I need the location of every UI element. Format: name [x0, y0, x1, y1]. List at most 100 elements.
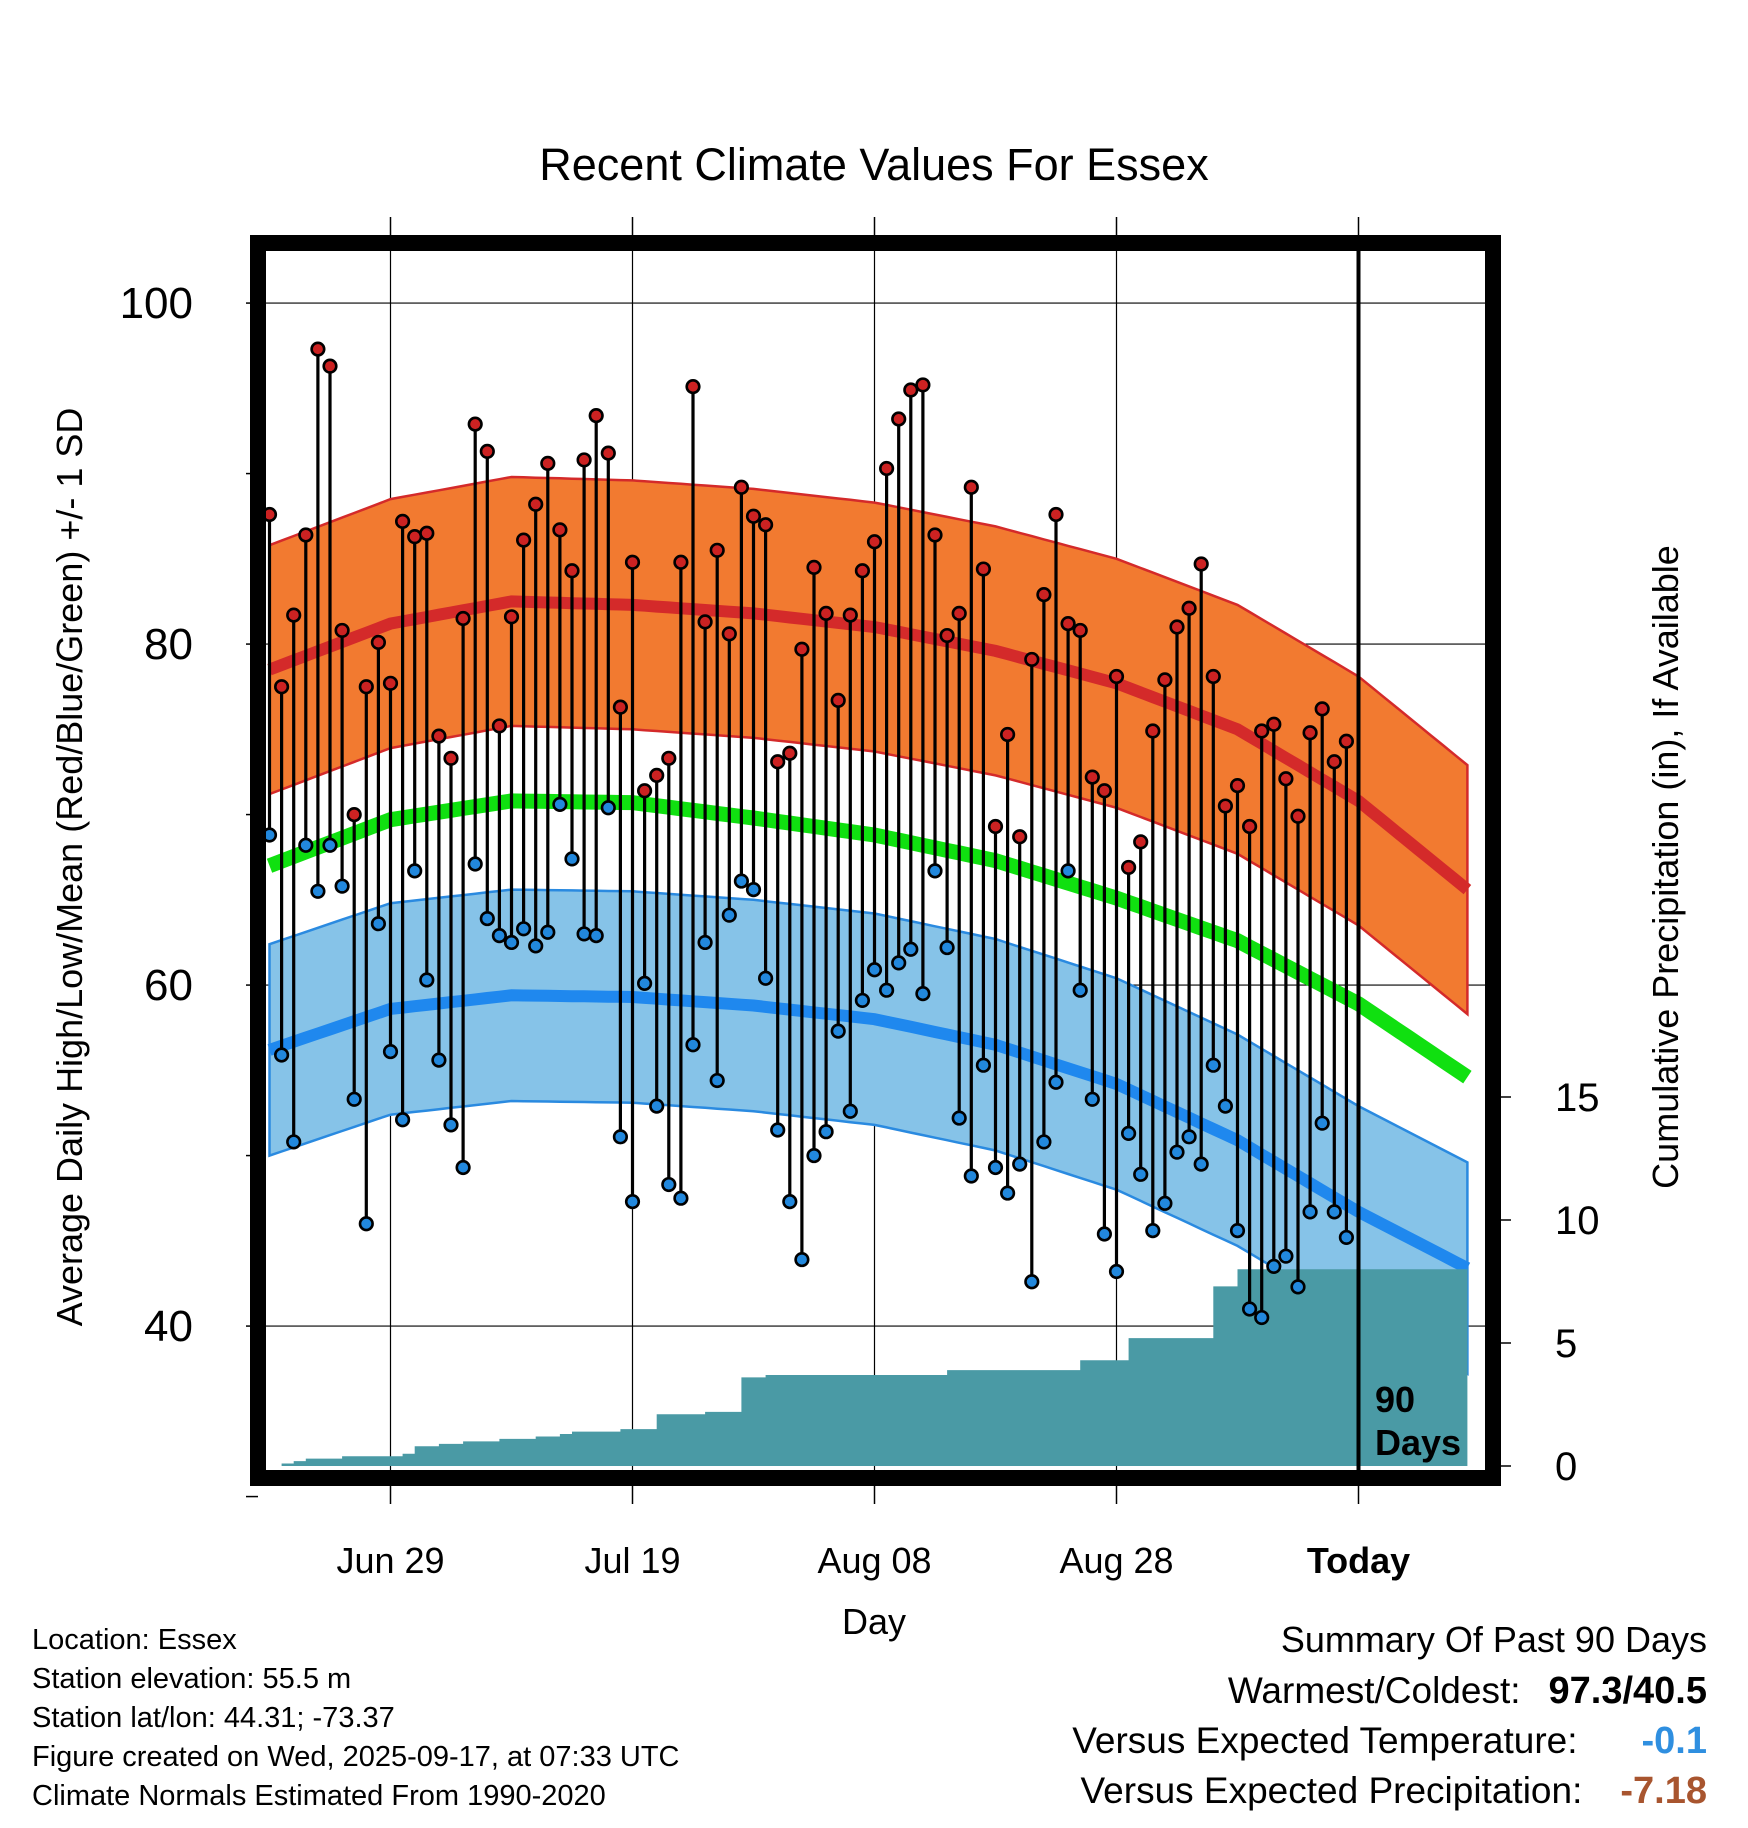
low-point-day-1: [274, 1047, 290, 1063]
low-point-day-61: [999, 1185, 1016, 1201]
low-point-day-64: [1036, 1134, 1052, 1150]
low-point-day-80: [1229, 1222, 1246, 1239]
high-point-day-58: [963, 479, 979, 495]
elevation-text: Station elevation: 55.5 m: [32, 1663, 352, 1695]
y2-tick-label-5: 5: [1555, 1322, 1577, 1366]
low-point-day-48: [842, 1103, 858, 1119]
low-point-day-75: [1169, 1144, 1185, 1160]
low-point-day-56: [939, 939, 955, 956]
low-point-day-35: [685, 1037, 701, 1053]
cumulative-precip-area: [269, 1269, 1468, 1466]
high-point-day-1: [274, 679, 290, 695]
low-point-day-44: [794, 1251, 810, 1268]
low-point-day-9: [370, 916, 387, 932]
low-point-day-17: [467, 856, 483, 872]
normal-bands: [266, 475, 1472, 1376]
precip-diff-value: -7.18: [1620, 1770, 1707, 1812]
low-point-day-3: [298, 837, 314, 853]
high-point-day-56: [939, 627, 955, 644]
high-point-day-54: [915, 377, 931, 393]
high-point-day-12: [407, 529, 423, 545]
low-point-day-85: [1290, 1279, 1306, 1295]
high-point-day-81: [1241, 818, 1258, 835]
high-point-day-13: [419, 525, 435, 541]
high-point-day-42: [770, 754, 786, 770]
low-point-day-33: [661, 1176, 677, 1193]
high-point-day-60: [987, 818, 1004, 835]
y2-tick-label-0: 0: [1555, 1445, 1577, 1489]
low-point-day-51: [878, 982, 895, 998]
created-text: Figure created on Wed, 2025-09-17, at 07…: [32, 1741, 680, 1773]
low-point-day-28: [600, 800, 616, 816]
low-point-day-82: [1254, 1309, 1270, 1326]
high-point-day-71: [1120, 859, 1137, 876]
high-point-day-88: [1326, 754, 1342, 770]
low-point-day-55: [927, 863, 943, 879]
high-point-day-29: [612, 699, 629, 715]
low-point-day-15: [443, 1117, 459, 1133]
high-point-day-20: [503, 609, 520, 625]
precip-diff-label: Versus Expected Precipitation:: [1080, 1770, 1583, 1811]
normals-note-text: Climate Normals Estimated From 1990-2020: [32, 1780, 606, 1812]
high-point-day-26: [576, 452, 592, 468]
low-point-day-47: [830, 1023, 846, 1039]
low-point-day-38: [721, 907, 737, 923]
low-point-day-25: [564, 851, 580, 867]
low-point-day-20: [503, 934, 520, 951]
low-point-day-70: [1108, 1263, 1125, 1280]
low-point-day-14: [431, 1052, 447, 1068]
low-point-day-81: [1241, 1301, 1258, 1317]
low-point-day-26: [576, 926, 592, 942]
low-point-day-74: [1157, 1195, 1173, 1211]
high-point-day-35: [685, 379, 701, 395]
high-point-day-14: [431, 728, 447, 744]
high-point-day-46: [818, 605, 834, 621]
high-point-day-75: [1169, 619, 1185, 635]
high-point-day-24: [552, 522, 568, 538]
high-point-day-33: [661, 750, 677, 766]
low-point-day-30: [624, 1194, 641, 1210]
low-point-day-60: [987, 1159, 1004, 1176]
low-point-day-73: [1145, 1222, 1161, 1239]
x-tick-label-2: Aug 08: [817, 1540, 931, 1581]
high-point-day-61: [999, 726, 1016, 743]
y-axis-label: Average Daily High/Low/Mean (Red/Blue/Gr…: [49, 408, 90, 1327]
low-point-day-36: [697, 934, 713, 951]
high-point-day-68: [1084, 769, 1100, 785]
high-point-day-18: [479, 443, 495, 460]
high-point-day-15: [443, 750, 459, 766]
high-point-day-6: [334, 622, 350, 639]
high-point-day-73: [1145, 723, 1161, 739]
low-point-day-43: [782, 1194, 798, 1210]
high-point-day-53: [903, 382, 919, 398]
y-tick-label-100: 100: [120, 279, 193, 328]
low-point-day-83: [1266, 1258, 1282, 1274]
x-tick-label-3: Aug 28: [1059, 1540, 1173, 1581]
high-point-day-30: [624, 554, 641, 570]
x-tick-label-4: Today: [1307, 1540, 1410, 1581]
low-point-day-88: [1326, 1204, 1342, 1220]
period-label-number: 90: [1375, 1379, 1415, 1420]
high-point-day-79: [1217, 798, 1233, 814]
high-point-day-4: [310, 341, 326, 357]
low-point-day-27: [588, 928, 604, 944]
temp-diff-label: Versus Expected Temperature:: [1072, 1720, 1578, 1761]
low-point-day-66: [1060, 863, 1076, 879]
low-point-day-62: [1012, 1156, 1028, 1172]
low-point-day-46: [818, 1124, 834, 1140]
high-point-day-11: [395, 513, 411, 529]
high-point-day-40: [745, 508, 762, 524]
high-point-day-43: [782, 745, 798, 761]
x-tick-label-1: Jul 19: [584, 1540, 680, 1581]
high-point-day-66: [1060, 616, 1076, 632]
high-point-day-7: [346, 806, 362, 823]
plot-area: [258, 243, 1493, 1478]
low-point-day-23: [540, 924, 556, 940]
low-point-day-32: [649, 1098, 665, 1114]
low-point-day-53: [903, 941, 919, 957]
low-point-day-13: [419, 972, 435, 988]
low-point-day-50: [866, 962, 883, 978]
high-point-day-8: [358, 679, 374, 695]
x-tick-label-0: Jun 29: [336, 1540, 444, 1581]
